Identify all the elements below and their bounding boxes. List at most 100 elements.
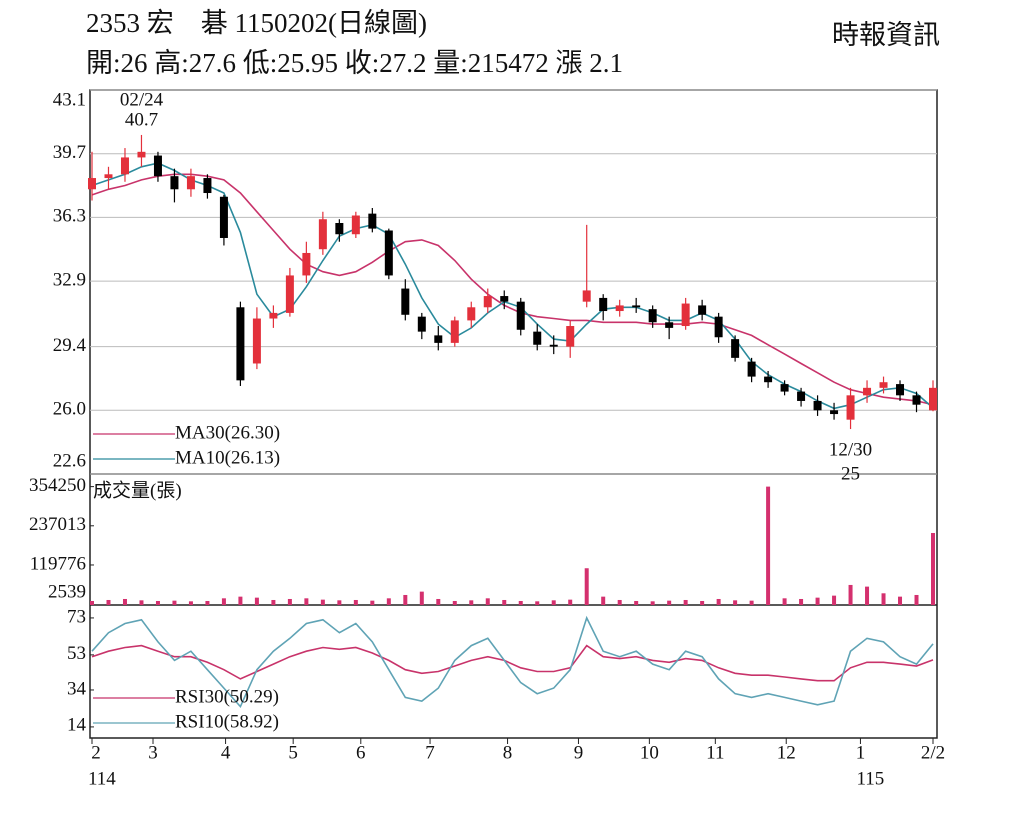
candle-body xyxy=(467,307,476,321)
y-tick-label: 29.4 xyxy=(53,335,87,356)
candle-body xyxy=(120,157,129,175)
candle-body xyxy=(88,178,96,190)
legend-label: RSI30(50.29) xyxy=(175,686,279,707)
volume-bar xyxy=(518,600,523,605)
candle-body xyxy=(632,305,641,308)
candle-body xyxy=(797,391,806,401)
candle-body xyxy=(879,382,888,388)
volume-bar xyxy=(452,600,457,605)
y-tick-label: 43.1 xyxy=(53,89,86,110)
candle-body xyxy=(384,230,393,276)
y-tick-label: 34 xyxy=(67,678,87,699)
x-tick-label: 5 xyxy=(288,742,298,763)
candle-body xyxy=(665,322,674,328)
candle-body xyxy=(417,316,426,332)
y-tick-label: 53 xyxy=(67,643,86,664)
x-tick-label: 2 xyxy=(91,742,101,763)
annotation-value: 25 xyxy=(841,463,860,484)
volume-bar xyxy=(205,600,210,605)
volume-bar xyxy=(304,598,309,605)
candle-body xyxy=(533,331,542,345)
y-tick-label: 119776 xyxy=(30,553,86,574)
candle-body xyxy=(681,303,690,327)
volume-bar xyxy=(403,594,408,605)
volume-bar xyxy=(287,598,292,605)
volume-bar xyxy=(584,568,589,605)
y-tick-label: 39.7 xyxy=(53,142,86,163)
y-tick-label: 73 xyxy=(67,606,86,627)
candle-body xyxy=(747,361,756,377)
volume-bar xyxy=(568,599,573,605)
series-line xyxy=(91,644,934,682)
candle-body xyxy=(351,215,360,235)
series-line xyxy=(91,173,934,406)
candle-body xyxy=(219,196,228,238)
volume-bar xyxy=(370,600,375,605)
volume-bar xyxy=(716,598,721,605)
candle-body xyxy=(153,155,162,177)
candle-body xyxy=(764,376,773,383)
volume-bar xyxy=(931,532,935,605)
volume-bar xyxy=(617,599,622,605)
volume-bar xyxy=(254,597,259,605)
volume-bar xyxy=(634,600,639,605)
annotation-date: 12/30 xyxy=(829,439,872,460)
x-tick-label: 9 xyxy=(574,742,584,763)
x-tick-label: 6 xyxy=(356,742,366,763)
volume-bar xyxy=(337,600,342,605)
candle-body xyxy=(780,384,789,392)
candle-body xyxy=(714,316,723,338)
volume-bar xyxy=(700,600,705,605)
volume-bar xyxy=(683,599,688,605)
candle-body xyxy=(500,296,509,302)
y-tick-label: 22.6 xyxy=(53,450,86,471)
candle-body xyxy=(252,318,261,364)
candle-body xyxy=(285,275,294,313)
candle-body xyxy=(318,219,327,250)
volume-bar xyxy=(122,598,127,605)
candle-body xyxy=(549,344,558,347)
y-tick-label: 237013 xyxy=(29,514,86,535)
annotation-value: 40.7 xyxy=(125,109,158,130)
volume-bar xyxy=(419,591,424,605)
legend-label: MA30(26.30) xyxy=(175,422,280,443)
volume-bar xyxy=(106,599,111,605)
x-tick-label: 4 xyxy=(221,742,231,763)
volume-bar xyxy=(848,584,853,605)
x-tick-label: 2/2 xyxy=(921,742,945,763)
y-tick-label: 2539 xyxy=(48,581,86,602)
candle-body xyxy=(599,297,608,312)
volume-bar xyxy=(881,593,886,605)
series-line xyxy=(91,162,934,410)
series-line xyxy=(91,615,934,709)
candle-body xyxy=(269,312,278,319)
source: 時報資訊 xyxy=(832,20,940,50)
candle-body xyxy=(731,339,740,358)
legend-label: MA10(26.13) xyxy=(175,447,280,468)
volume-bar xyxy=(188,601,193,605)
legend-label: RSI10(58.92) xyxy=(175,711,279,732)
volume-bar xyxy=(733,600,738,605)
x-tick-label: 12 xyxy=(777,742,796,763)
candle-body xyxy=(698,305,707,315)
volume-bar xyxy=(386,598,391,605)
frame xyxy=(89,89,938,739)
volume-bar xyxy=(667,600,672,605)
volume-bar xyxy=(271,599,276,605)
panel-title: 成交量(張) xyxy=(93,479,182,501)
candle-body xyxy=(582,290,591,302)
candle-body xyxy=(137,151,146,158)
volume-bar xyxy=(914,594,919,605)
volume-bar xyxy=(551,600,556,605)
candle-body xyxy=(896,384,905,396)
volume-bar xyxy=(749,600,754,605)
x-tick-label: 1 xyxy=(856,742,866,763)
candle-body xyxy=(615,305,624,312)
volume-bar xyxy=(353,599,358,605)
volume-bar xyxy=(815,597,820,605)
y-tick-label: 26.0 xyxy=(53,399,86,420)
y-tick-label: 14 xyxy=(67,714,87,735)
candle-body xyxy=(368,213,377,229)
candle-body xyxy=(335,222,344,235)
